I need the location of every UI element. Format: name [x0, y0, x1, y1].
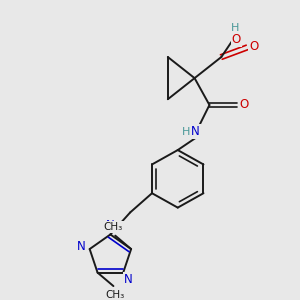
Text: N: N: [191, 125, 200, 138]
Text: O: O: [239, 98, 249, 112]
Text: H: H: [231, 23, 239, 33]
Text: H: H: [182, 127, 190, 137]
Text: N: N: [77, 240, 85, 253]
Text: CH₃: CH₃: [106, 290, 125, 300]
Text: O: O: [249, 40, 259, 53]
Text: O: O: [232, 33, 241, 46]
Text: CH₃: CH₃: [104, 222, 123, 232]
Text: N: N: [124, 273, 133, 286]
Text: N: N: [106, 219, 115, 232]
